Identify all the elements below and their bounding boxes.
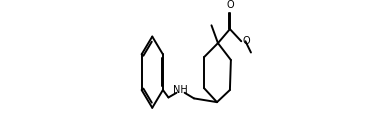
Text: O: O (242, 36, 250, 46)
Text: O: O (226, 0, 234, 10)
Text: NH: NH (173, 85, 188, 95)
